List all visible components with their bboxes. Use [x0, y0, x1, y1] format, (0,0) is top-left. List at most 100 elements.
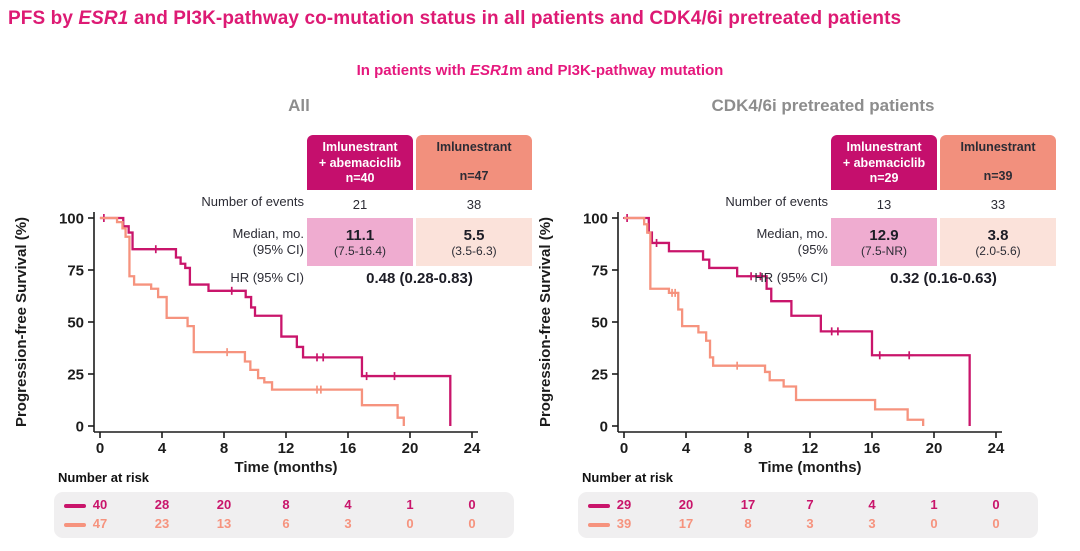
events-label: Number of events — [725, 194, 828, 209]
km-curve — [624, 216, 925, 426]
title-gene-italic: ESR1 — [78, 8, 129, 29]
risk-row: 29 20 17 7 4 1 0 — [578, 497, 1038, 515]
arm2-n: n=39 — [983, 169, 1013, 184]
arm1-name-line1: Imlunestrant — [846, 140, 922, 154]
number-at-risk-table-cdk46i: 29 20 17 7 4 1 0 39 17 8 3 3 0 0 — [578, 492, 1038, 538]
risk-count: 17 — [678, 516, 694, 531]
panel-cdk46i-pretreated: CDK4/6i pretreated patients 0 25 50 75 100 0 4… — [528, 90, 1073, 551]
y-tick-label: 75 — [591, 263, 608, 280]
risk-count: 0 — [468, 516, 476, 531]
risk-count: 47 — [92, 516, 108, 531]
risk-count: 0 — [992, 497, 1000, 512]
median-arm1-cell: 12.9 (7.5-NR) — [831, 218, 937, 266]
arm2-name: Imlunestrant — [960, 140, 1036, 154]
events-arm2-value: 33 — [990, 196, 1006, 212]
risk-count: 17 — [740, 497, 756, 512]
median-arm2-cell: 5.5 (3.5-6.3) — [416, 218, 532, 266]
y-tick-label: 25 — [591, 367, 608, 384]
x-tick-label: 8 — [744, 440, 752, 457]
risk-count: 8 — [282, 497, 290, 512]
risk-count: 40 — [92, 497, 108, 512]
arm1-n: n=29 — [869, 171, 899, 186]
y-tick-label: 0 — [600, 419, 608, 436]
risk-count: 28 — [154, 497, 170, 512]
risk-count: 3 — [868, 516, 876, 531]
x-tick-label: 4 — [158, 440, 167, 457]
events-arm1-value: 13 — [876, 196, 892, 212]
x-tick-label: 4 — [682, 440, 691, 457]
median-arm1-cell: 11.1 (7.5-16.4) — [307, 218, 413, 266]
risk-count: 4 — [344, 497, 352, 512]
panel-heading-all: All — [288, 96, 310, 115]
arm1-header: Imlunestrant + abemaciclib n=40 — [307, 135, 413, 190]
subtitle-prefix: In patients with — [356, 62, 470, 79]
x-tick-label: 16 — [864, 440, 881, 457]
risk-row: 39 17 8 3 3 0 0 — [578, 516, 1038, 534]
stats-table-all: Imlunestrant + abemaciclib n=40 Imlunest… — [156, 135, 532, 287]
hr-value: 0.32 (0.16-0.63) — [890, 270, 997, 287]
risk-count: 0 — [992, 516, 1000, 531]
km-curve — [100, 216, 452, 426]
x-axis-title: Time (months) — [234, 459, 337, 476]
x-tick-label: 0 — [620, 440, 628, 457]
hr-label: HR (95% CI) — [754, 270, 828, 286]
arm2-header: Imlunestrant n=47 — [416, 135, 532, 190]
x-axis-title: Time (months) — [758, 459, 861, 476]
risk-count: 0 — [406, 516, 414, 531]
panel-all-patients: All 0 25 50 75 100 0 4 8 12 16 20 24 Time (months) Pr… — [4, 90, 549, 551]
x-tick-label: 16 — [340, 440, 357, 457]
x-tick-label: 8 — [220, 440, 228, 457]
hr-label: HR (95% CI) — [230, 270, 304, 286]
events-label: Number of events — [201, 194, 304, 209]
panel-heading-cdk46i: CDK4/6i pretreated patients — [711, 96, 935, 115]
x-tick-label: 24 — [988, 440, 1005, 457]
series-line-swatch — [64, 504, 86, 508]
risk-count: 23 — [154, 516, 170, 531]
arm1-header: Imlunestrant + abemaciclib n=29 — [831, 135, 937, 190]
arm1-name-line1: Imlunestrant — [322, 140, 398, 154]
km-plot-cdk46i: 0 25 50 75 100 0 4 8 12 16 20 24 Time (months) Progre… — [537, 211, 1005, 477]
subtitle-gene-italic: ESR1 — [469, 62, 510, 79]
y-axis-title: Progression-free Survival (%) — [13, 217, 30, 427]
median-label: Median, mo. (95% — [756, 225, 828, 257]
risk-count: 39 — [616, 516, 632, 531]
arm1-name-line2: + abemaciclib — [318, 155, 402, 170]
km-plot-all: 0 25 50 75 100 0 4 8 12 16 20 24 Time (months) Progre… — [13, 211, 481, 477]
risk-count: 3 — [344, 516, 352, 531]
x-tick-label: 12 — [278, 440, 295, 457]
risk-count: 1 — [406, 497, 414, 512]
x-tick-label: 24 — [464, 440, 481, 457]
risk-count: 4 — [868, 497, 876, 512]
number-at-risk-table-all: 40 28 20 8 4 1 0 47 23 13 6 3 0 0 — [54, 492, 514, 538]
y-tick-label: 75 — [67, 263, 84, 280]
x-tick-label: 12 — [802, 440, 819, 457]
risk-count: 20 — [678, 497, 694, 512]
y-tick-label: 100 — [583, 211, 608, 228]
median-arm2-cell: 3.8 (2.0-5.6) — [940, 218, 1056, 266]
risk-count: 0 — [930, 516, 938, 531]
x-tick-label: 0 — [96, 440, 104, 457]
title-prefix: PFS by — [8, 8, 79, 29]
arm2-n: n=47 — [459, 169, 489, 184]
arm2-name: Imlunestrant — [436, 140, 512, 154]
arm1-n: n=40 — [345, 171, 375, 186]
y-axis-title: Progression-free Survival (%) — [537, 217, 554, 427]
y-tick-label: 50 — [591, 315, 608, 332]
series-line-swatch — [64, 523, 86, 527]
series-line-swatch — [588, 504, 610, 508]
y-tick-label: 25 — [67, 367, 84, 384]
number-at-risk-label: Number at risk — [582, 470, 674, 485]
x-tick-label: 20 — [402, 440, 419, 457]
km-curve — [624, 216, 971, 426]
figure-subtitle: In patients with ESR1m and PI3K-pathway … — [0, 62, 1080, 79]
y-tick-label: 100 — [59, 211, 84, 228]
risk-count: 7 — [806, 497, 814, 512]
risk-count: 3 — [806, 516, 814, 531]
title-rest: and PI3K-pathway co-mutation status in a… — [128, 8, 902, 29]
page-title: PFS by ESR1 and PI3K-pathway co-mutation… — [8, 8, 1068, 30]
risk-count: 0 — [468, 497, 476, 512]
arm2-header: Imlunestrant n=39 — [940, 135, 1056, 190]
stats-table-cdk46i: Imlunestrant + abemaciclib n=29 Imlunest… — [680, 135, 1056, 287]
series-line-swatch — [588, 523, 610, 527]
events-arm2-value: 38 — [466, 196, 482, 212]
